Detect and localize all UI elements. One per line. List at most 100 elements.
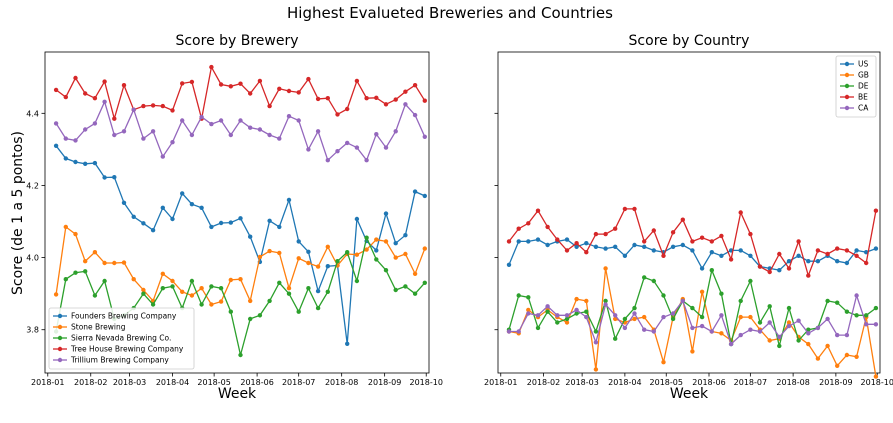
data-point: [680, 242, 685, 248]
data-point: [516, 239, 521, 244]
data-point: [661, 314, 666, 320]
legend-label: DE: [858, 82, 869, 91]
data-point: [150, 103, 156, 108]
data-point: [412, 291, 418, 296]
series-line: [55, 65, 426, 122]
data-point: [690, 239, 695, 244]
data-point: [786, 259, 792, 264]
data-point: [189, 132, 195, 138]
data-point: [651, 248, 656, 253]
data-point: [199, 286, 204, 291]
data-point: [286, 291, 292, 296]
x-tick-label: 2018-07: [282, 378, 315, 387]
data-point: [160, 154, 165, 159]
data-point: [835, 300, 840, 305]
data-point: [584, 241, 589, 246]
y-tick: 3.8: [26, 326, 45, 335]
data-point: [748, 231, 753, 237]
data-point: [354, 252, 360, 257]
data-point: [170, 278, 175, 284]
data-point: [248, 316, 253, 322]
data-point: [345, 106, 350, 112]
data-point: [564, 248, 570, 253]
data-point: [335, 149, 340, 154]
data-point: [383, 211, 389, 216]
data-point: [83, 269, 88, 274]
legend-entry: US: [840, 60, 868, 69]
data-point: [622, 206, 628, 212]
x-tick-label: 2018-05: [197, 378, 230, 387]
x-axis-label-country: Week: [670, 386, 709, 402]
data-point: [257, 254, 263, 260]
data-point: [83, 161, 88, 166]
data-point: [699, 235, 705, 240]
data-point: [238, 81, 243, 86]
data-point: [364, 247, 369, 252]
data-point: [335, 112, 340, 117]
data-point: [535, 313, 541, 318]
data-point: [286, 114, 292, 119]
data-point: [296, 239, 301, 244]
data-point: [574, 296, 579, 302]
series-line: [508, 268, 877, 377]
data-point: [63, 136, 68, 141]
data-point: [325, 289, 330, 294]
legend-label: Tree House Brewing Company: [70, 345, 184, 354]
data-point: [535, 325, 541, 331]
data-point: [719, 291, 724, 296]
series-de: [506, 267, 879, 349]
data-point: [796, 318, 801, 323]
x-tick-label: 2018-04: [156, 378, 189, 387]
data-point: [393, 129, 398, 134]
data-point: [786, 320, 792, 325]
data-point: [335, 259, 340, 264]
y-tick: 4.4: [26, 109, 45, 118]
legend-label: CA: [858, 104, 869, 113]
data-point: [748, 327, 753, 332]
data-point: [738, 210, 743, 215]
data-point: [354, 278, 360, 284]
data-point: [160, 271, 165, 276]
data-point: [873, 305, 879, 311]
data-point: [777, 268, 782, 273]
data-point: [699, 314, 705, 320]
data-point: [383, 239, 389, 244]
data-point: [584, 314, 589, 320]
data-point: [141, 287, 146, 293]
data-point: [63, 224, 68, 230]
data-point: [422, 246, 427, 251]
data-point: [738, 332, 743, 338]
x-tick: 2018-04: [608, 373, 642, 387]
data-point: [228, 84, 233, 89]
data-point: [806, 341, 811, 347]
data-point: [564, 237, 570, 242]
data-point: [160, 205, 165, 210]
legend-entry: Founders Brewing Company: [53, 312, 177, 321]
data-point: [864, 322, 869, 327]
data-point: [228, 220, 233, 225]
data-point: [354, 78, 360, 84]
data-point: [699, 266, 705, 271]
data-point: [719, 313, 724, 318]
x-tick-label: 2018-08: [776, 378, 809, 387]
data-point: [506, 262, 512, 267]
data-point: [286, 197, 292, 203]
data-point: [209, 284, 214, 289]
x-tick: 2018-01: [31, 373, 64, 387]
data-point: [180, 118, 185, 123]
legend: US GB DE BE CA: [835, 55, 877, 118]
y-axis-label: Score (de 1 a 5 pontos): [10, 131, 26, 295]
data-point: [719, 331, 724, 336]
data-point: [306, 76, 311, 82]
data-point: [189, 202, 195, 207]
data-point: [102, 260, 107, 266]
data-point: [642, 314, 647, 320]
series-be: [506, 206, 879, 278]
data-point: [170, 216, 175, 222]
data-point: [574, 307, 579, 313]
x-tick-label: 2018-01: [484, 378, 517, 387]
x-tick-label: 2018-03: [565, 378, 598, 387]
data-point: [564, 313, 570, 318]
data-point: [873, 322, 879, 327]
